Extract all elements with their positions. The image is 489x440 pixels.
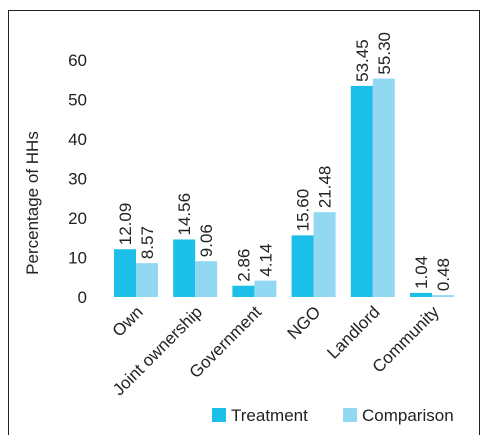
data-label: 55.30 <box>375 32 394 75</box>
y-tick-label: 40 <box>68 130 87 149</box>
data-label: 2.86 <box>234 249 253 282</box>
x-tick-label: NGO <box>284 302 325 343</box>
legend-swatch <box>212 408 226 422</box>
x-tick-label: Landlord <box>323 302 383 362</box>
data-label: 53.45 <box>353 39 372 82</box>
bar-marks <box>114 78 454 297</box>
data-label: 0.48 <box>434 258 453 291</box>
x-tick-label: Own <box>109 302 147 340</box>
data-label: 4.14 <box>256 244 275 277</box>
chart-frame <box>8 10 480 435</box>
y-tick-label: 0 <box>78 288 87 307</box>
bar-comparison-landlord <box>372 78 395 297</box>
y-tick-label: 50 <box>68 91 87 110</box>
bar-treatment-landlord <box>350 85 373 297</box>
y-tick-label: 60 <box>68 51 87 70</box>
y-tick-labels: 0 10 20 30 40 50 60 <box>68 51 87 307</box>
data-label: 14.56 <box>175 193 194 236</box>
legend: Treatment Comparison <box>212 406 454 425</box>
bar-treatment-community <box>410 292 432 297</box>
data-label: 9.06 <box>197 224 216 257</box>
bar-treatment-government <box>232 285 255 297</box>
y-tick-label: 10 <box>68 249 87 268</box>
bar-treatment-joint-ownership <box>173 239 196 297</box>
data-label: 21.48 <box>316 166 335 209</box>
legend-swatch <box>343 408 357 422</box>
bar-comparison-own <box>136 263 158 297</box>
y-axis-label: Percentage of HHs <box>23 131 42 275</box>
data-label: 8.57 <box>138 226 157 259</box>
bar-treatment-ngo <box>291 235 314 297</box>
y-tick-label: 20 <box>68 209 87 228</box>
data-label: 12.09 <box>116 203 135 246</box>
bar-comparison-government <box>254 280 277 297</box>
bar-comparison-community <box>432 295 454 297</box>
data-label: 15.60 <box>294 189 313 232</box>
y-tick-label: 30 <box>68 170 87 189</box>
legend-label: Treatment <box>231 406 308 425</box>
data-label: 1.04 <box>412 256 431 289</box>
legend-label: Comparison <box>362 406 454 425</box>
bar-comparison-joint-ownership <box>195 261 218 297</box>
bar-comparison-ngo <box>313 212 336 297</box>
bar-treatment-own <box>114 249 136 297</box>
